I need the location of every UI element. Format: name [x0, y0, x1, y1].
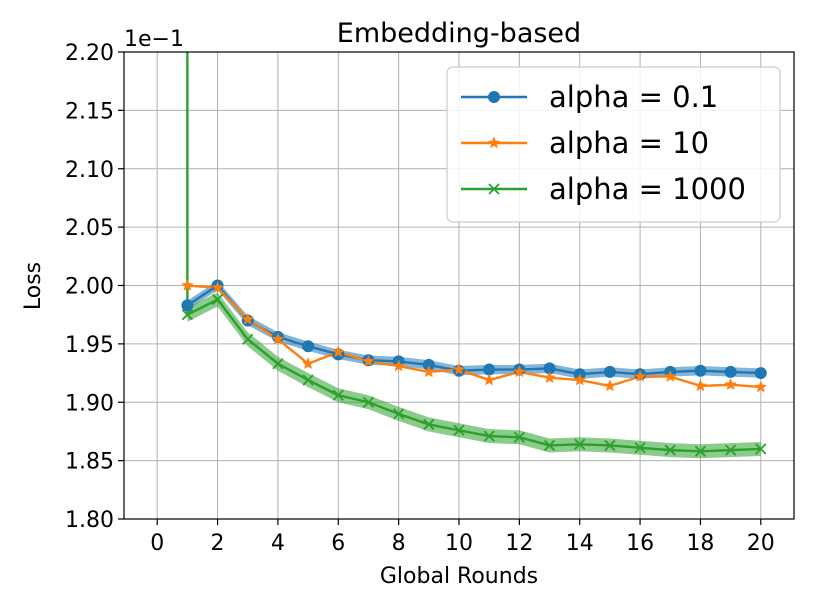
point-alpha-10 — [422, 365, 436, 378]
point-alpha-10 — [663, 369, 677, 382]
point-alpha-1000 — [604, 439, 616, 452]
chart-title: Embedding-based — [337, 18, 581, 49]
point-alpha-10 — [633, 369, 647, 382]
point-alpha-1000 — [423, 418, 435, 431]
point-alpha-1000 — [393, 408, 405, 420]
y-tick-label: 2.10 — [65, 158, 114, 183]
legend-label-alpha-1000: alpha = 1000 — [549, 172, 746, 206]
point-alpha-1000 — [483, 430, 495, 442]
x-tick-label: 20 — [747, 531, 775, 556]
x-axis-label: Global Rounds — [380, 564, 538, 589]
x-tick-label: 12 — [505, 531, 533, 556]
x-tick-label: 4 — [271, 531, 285, 556]
point-alpha-1000 — [543, 439, 556, 452]
point-alpha-1000 — [272, 358, 284, 370]
point-alpha-1000 — [362, 396, 375, 408]
point-alpha-10 — [241, 312, 255, 325]
point-alpha-0-1 — [302, 340, 315, 353]
point-alpha-10 — [482, 373, 496, 386]
point-alpha-1000 — [574, 438, 586, 450]
point-alpha-10 — [724, 378, 737, 391]
point-alpha-10 — [754, 380, 768, 393]
y-tick-label: 1.90 — [65, 391, 114, 416]
point-alpha-10 — [543, 371, 556, 384]
y-offset-label: 1e−1 — [124, 27, 184, 52]
y-axis: 1.80 1.85 1.90 1.95 2.00 2.05 2.10 2.15 2.20 — [65, 41, 124, 533]
y-tick-label: 1.95 — [65, 333, 114, 358]
point-alpha-10 — [301, 357, 315, 370]
line-alpha-10 — [187, 284, 761, 389]
point-alpha-0-1 — [603, 365, 616, 378]
point-alpha-10 — [392, 359, 406, 372]
point-alpha-1000 — [181, 309, 194, 321]
x-tick-label: 2 — [211, 531, 225, 556]
point-alpha-10 — [362, 354, 375, 367]
y-tick-label: 1.80 — [65, 508, 114, 533]
x-tick-label: 10 — [445, 531, 473, 556]
x-tick-label: 6 — [331, 531, 345, 556]
y-tick-label: 2.20 — [65, 41, 114, 66]
y-tick-label: 2.00 — [65, 275, 114, 300]
point-alpha-1000 — [453, 424, 465, 436]
legend-frame — [446, 66, 781, 223]
point-alpha-0-1 — [181, 299, 194, 312]
y-tick-label: 1.85 — [65, 450, 114, 475]
x-axis: 0 2 4 6 8 10 12 14 16 18 20 — [150, 519, 775, 556]
point-alpha-1000 — [724, 444, 737, 456]
point-alpha-1000 — [332, 389, 344, 401]
legend-label-alpha-10: alpha = 10 — [549, 126, 709, 160]
point-alpha-0-1 — [694, 364, 707, 377]
point-alpha-1000 — [634, 442, 646, 454]
point-alpha-1000 — [694, 445, 707, 457]
series-markers — [181, 278, 768, 457]
point-alpha-0-1 — [754, 367, 767, 380]
point-alpha-1000 — [242, 333, 254, 345]
x-tick-label: 0 — [150, 531, 164, 556]
point-alpha-10 — [512, 365, 526, 378]
x-tick-label: 8 — [392, 531, 406, 556]
x-tick-label: 18 — [686, 531, 714, 556]
point-alpha-10 — [603, 379, 617, 392]
x-tick-label: 14 — [566, 531, 594, 556]
point-alpha-1000 — [513, 431, 525, 443]
point-alpha-10 — [271, 332, 285, 345]
x-tick-label: 16 — [626, 531, 654, 556]
point-alpha-1000 — [755, 443, 767, 455]
point-alpha-10 — [452, 362, 466, 375]
legend: alpha = 0.1 alpha = 10 alpha = 1000 — [446, 66, 781, 223]
point-alpha-1000 — [302, 374, 314, 386]
point-alpha-10 — [181, 278, 194, 291]
legend-marker-alpha-0-1 — [488, 91, 500, 103]
point-alpha-10 — [331, 345, 345, 358]
y-tick-label: 2.05 — [65, 216, 114, 241]
point-alpha-10 — [211, 281, 224, 294]
y-axis-label: Loss — [21, 262, 46, 310]
legend-marker-alpha-10 — [487, 136, 501, 149]
legend-label-alpha-0-1: alpha = 0.1 — [549, 80, 718, 114]
band-alpha-1000 — [187, 292, 761, 459]
legend-marker-alpha-1000 — [488, 183, 500, 195]
point-alpha-10 — [694, 379, 707, 392]
point-alpha-0-1 — [724, 365, 737, 378]
point-alpha-1000 — [211, 293, 224, 306]
y-tick-label: 2.15 — [65, 99, 114, 124]
point-alpha-1000 — [664, 444, 676, 456]
point-alpha-10 — [573, 373, 587, 386]
